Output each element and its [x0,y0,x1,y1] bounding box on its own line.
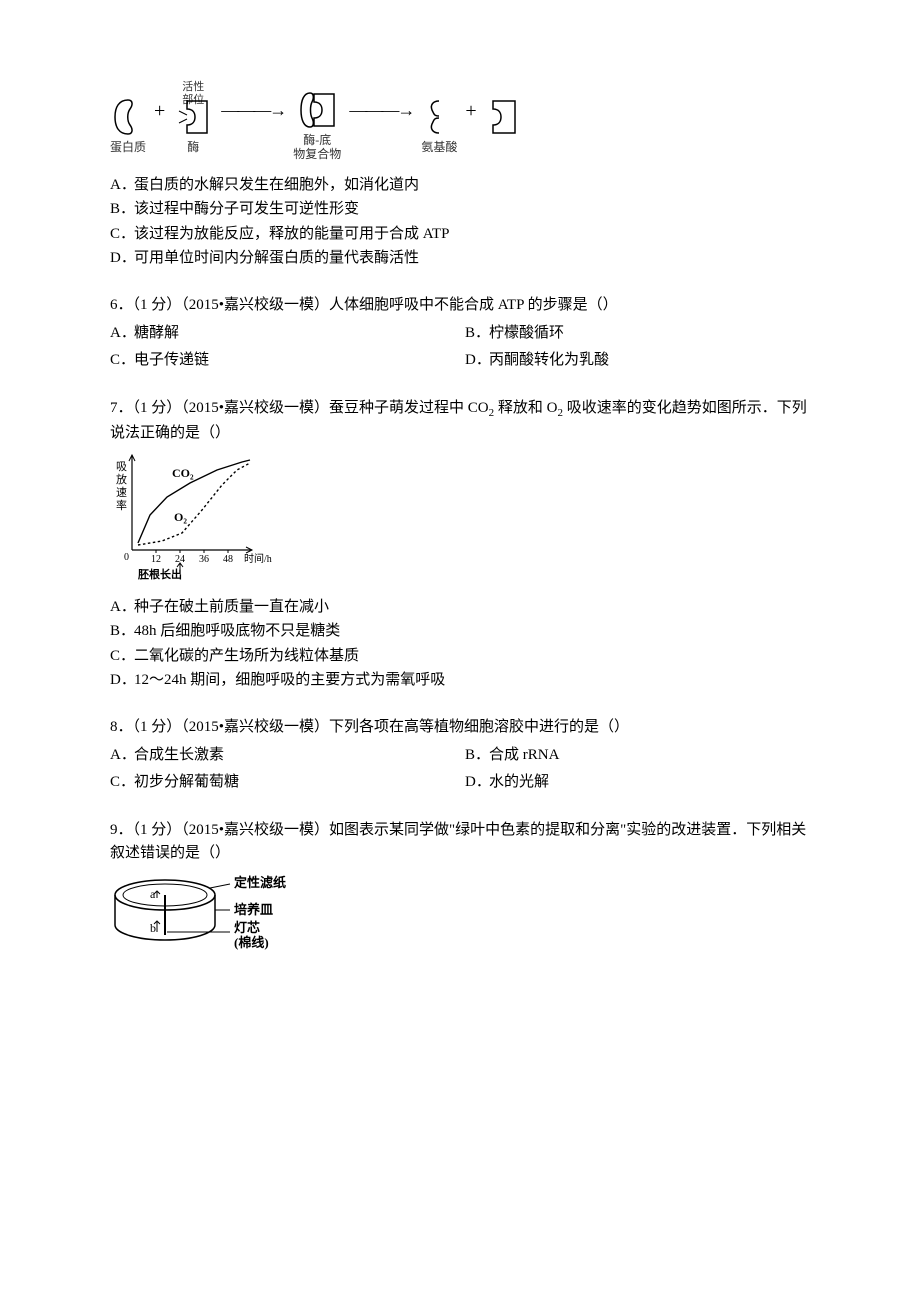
svg-text:O₂: O₂ [174,510,187,524]
q7-chart: 吸放速率时间/h012243648胚根长出CO₂O₂ [110,450,810,588]
q5-enzyme-diagram: 蛋白质 + 活性 部位 酶 ———→ 酶-底 物复合物 ———→ 氨基酸 + [110,74,810,162]
q5-option-b: B．该过程中酶分子可发生可逆性形变 [110,198,810,221]
q8-option-b: B．合成 rRNA [465,744,810,767]
svg-text:率: 率 [116,498,127,512]
q6-option-c: C．电子传递链 [110,349,455,372]
q6-option-a: A．糖酵解 [110,322,455,345]
protein-label: 蛋白质 [110,140,146,154]
svg-text:胚根长出: 胚根长出 [137,567,182,580]
q8-option-c: C．初步分解葡萄糖 [110,771,455,794]
svg-text:CO₂: CO₂ [172,466,194,480]
aa-label: 氨基酸 [421,140,457,154]
q7-option-c: C．二氧化碳的产生场所为线粒体基质 [110,645,810,668]
q6-text: 6．（1 分）（2015•嘉兴校级一模）人体细胞呼吸中不能合成 ATP 的步骤是… [110,294,810,317]
aa-shape: 氨基酸 [421,81,457,154]
q8-option-d: D．水的光解 [465,771,810,794]
q5-option-d: D．可用单位时间内分解蛋白质的量代表酶活性 [110,247,810,270]
enzyme-shape-2 [485,81,519,154]
q8-option-a: A．合成生长激素 [110,744,455,767]
svg-text:速: 速 [116,486,127,499]
q9-text: 9．（1 分）（2015•嘉兴校级一模）如图表示某同学做"绿叶中色素的提取和分离… [110,819,810,864]
svg-text:36: 36 [199,554,209,565]
svg-text:时间/h: 时间/h [244,552,272,565]
svg-text:放: 放 [116,472,127,486]
q8-text: 8．（1 分）（2015•嘉兴校级一模）下列各项在高等植物细胞溶胶中进行的是（） [110,716,810,739]
svg-text:吸: 吸 [116,461,127,473]
enzyme-label: 酶 [187,140,199,154]
svg-text:0: 0 [124,552,129,563]
q9-diagram: a b 定性滤纸 培养皿 灯芯 (棉线) [110,870,810,968]
protein-shape: 蛋白质 [110,81,146,154]
arrow-icon: ———→ [347,97,415,124]
svg-text:12: 12 [151,554,161,565]
svg-text:定性滤纸: 定性滤纸 [233,875,286,890]
svg-text:48: 48 [223,554,233,565]
svg-text:培养皿: 培养皿 [234,902,273,917]
plus-icon: + [152,96,167,126]
q7-option-d: D．12～24h 期间，细胞呼吸的主要方式为需氧呼吸 [110,669,810,692]
q5-option-c: C．该过程为放能反应，释放的能量可用于合成 ATP [110,223,810,246]
q7-option-b: B．48h 后细胞呼吸底物不只是糖类 [110,620,810,643]
svg-text:a: a [150,887,156,901]
complex-shape: 酶-底 物复合物 [293,74,341,162]
svg-text:(棉线): (棉线) [234,935,269,950]
q7-text: 7．（1 分）（2015•嘉兴校级一模）蚕豆种子萌发过程中 CO2 释放和 O2… [110,397,810,444]
complex-label: 酶-底 物复合物 [293,133,341,162]
q6-option-b: B．柠檬酸循环 [465,322,810,345]
q6-option-d: D．丙酮酸转化为乳酸 [465,349,810,372]
active-site-label: 活性 部位 [182,81,204,95]
q7-option-a: A．种子在破土前质量一直在减小 [110,596,810,619]
q5-option-a: A．蛋白质的水解只发生在细胞外，如消化道内 [110,174,810,197]
plus-icon: + [463,96,478,126]
enzyme-shape: 活性 部位 酶 [173,81,213,154]
svg-text:灯芯: 灯芯 [234,920,260,935]
arrow-icon: ———→ [219,97,287,124]
